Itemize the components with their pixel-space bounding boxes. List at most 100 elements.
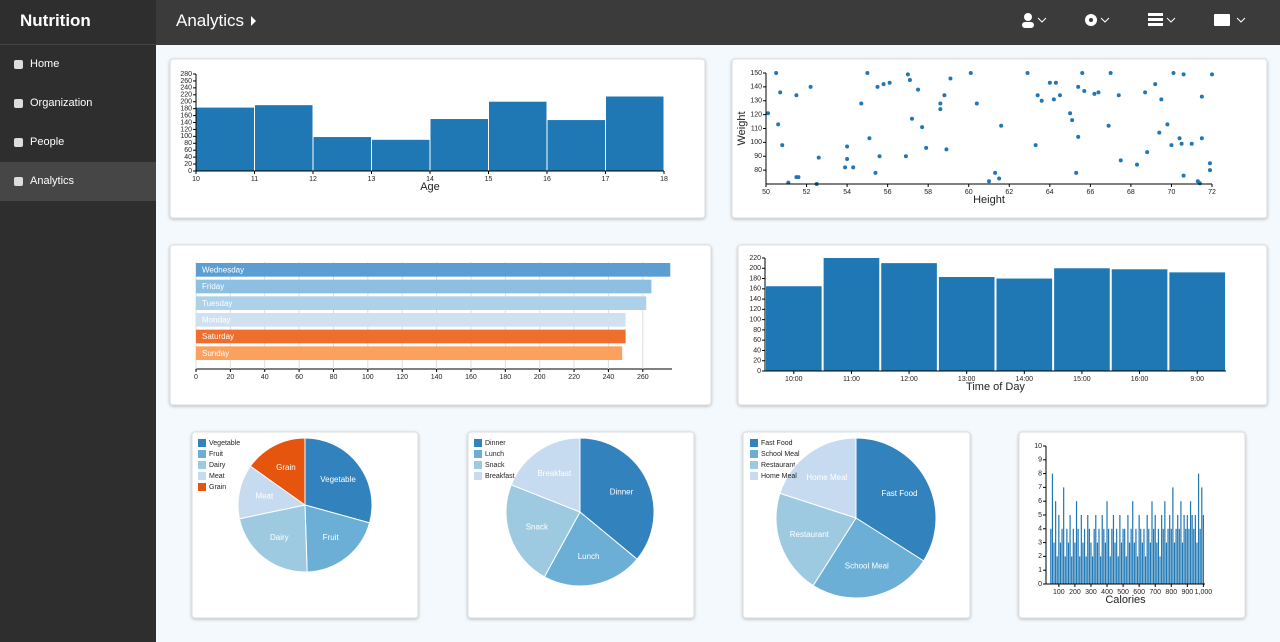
x-tick-label: 200 (534, 374, 546, 381)
point (1179, 141, 1184, 146)
x-tick-label: 260 (637, 374, 649, 381)
nav-label: Organization (30, 97, 93, 109)
y-tick-label: 10 (1034, 443, 1042, 450)
point (948, 76, 953, 81)
x-tick-label: 72 (1208, 189, 1216, 196)
bar (1177, 515, 1179, 584)
bar (1202, 515, 1204, 584)
point (1169, 143, 1174, 148)
pie-slice (237, 465, 307, 520)
x-tick-label: 56 (884, 189, 892, 196)
pie-slice (543, 511, 638, 587)
x-tick-label: 54 (843, 189, 851, 196)
bar (1071, 556, 1073, 584)
bar (1127, 515, 1129, 584)
x-tick-label: 17 (602, 176, 610, 183)
point (1057, 93, 1062, 98)
bar (766, 286, 822, 371)
bar (1124, 528, 1126, 584)
y-tick-label: 20 (753, 358, 761, 365)
toolbar (251, 13, 1246, 28)
x-tick-label: 15 (485, 176, 493, 183)
bar (823, 258, 880, 371)
point (780, 143, 785, 148)
bar (1106, 501, 1108, 584)
bar (1191, 515, 1193, 584)
nav-item[interactable]: Organization (0, 84, 156, 123)
bar (1093, 528, 1095, 584)
y-tick-label: 140 (749, 296, 761, 303)
x-tick-label: 80 (330, 374, 338, 381)
point (778, 90, 783, 95)
nav-label: Analytics (30, 175, 75, 187)
bar (1153, 528, 1155, 584)
bar (1144, 556, 1147, 584)
nav-item[interactable]: Home (0, 45, 156, 84)
legend-swatch (474, 472, 482, 480)
bar (1096, 542, 1098, 584)
toolbar-icons[interactable] (1022, 13, 1246, 28)
point (1025, 71, 1030, 75)
legend-label: Lunch (485, 451, 504, 458)
bar (1125, 556, 1127, 584)
pie-slice (779, 437, 857, 519)
nav-item[interactable]: People (0, 123, 156, 162)
point (865, 71, 870, 75)
x-tick-label: 13 (368, 176, 376, 183)
point (1096, 90, 1101, 95)
point (859, 101, 864, 106)
x-tick-label: 68 (1127, 189, 1135, 196)
bar (1091, 556, 1094, 584)
nav-item[interactable]: Analytics (0, 162, 156, 201)
x-tick-label: 16 (543, 176, 551, 183)
y-tick-label: 60 (184, 147, 192, 154)
point (993, 170, 998, 175)
y-tick-label: 280 (180, 71, 192, 78)
slice-label: Snack (526, 523, 549, 532)
x-axis-label: Age (420, 181, 440, 193)
y-tick-label: 150 (750, 70, 762, 77)
x-tick-label: 1,000 (1195, 589, 1213, 596)
bar (1167, 528, 1169, 584)
point (851, 165, 856, 170)
bar (1063, 487, 1065, 584)
bar (1186, 515, 1188, 584)
point (1207, 161, 1212, 166)
x-tick-label: 52 (803, 189, 811, 196)
bar-label: Friday (202, 282, 224, 291)
bar (1064, 556, 1066, 584)
pie-slice (812, 517, 925, 599)
x-tick-label: 20 (226, 374, 234, 381)
y-tick-label: 3 (1038, 539, 1042, 546)
y-tick-label: 100 (750, 139, 762, 146)
bar (1114, 542, 1116, 584)
point (1070, 118, 1075, 123)
bar (1143, 528, 1145, 584)
bar (1201, 487, 1203, 584)
y-tick-label: 2 (1038, 553, 1042, 560)
y-tick-label: 7 (1038, 484, 1042, 491)
point (1082, 89, 1087, 94)
bar (1077, 528, 1079, 584)
y-tick-label: 6 (1038, 498, 1042, 505)
point (997, 176, 1002, 181)
bar (1059, 542, 1062, 584)
brand: Nutrition (0, 0, 156, 45)
slice-label: Meat (255, 492, 274, 501)
bar (1180, 501, 1182, 584)
y-tick-label: 1 (1038, 567, 1042, 574)
caret (251, 16, 256, 26)
legend-label: Snack (485, 462, 505, 469)
x-axis-label: Height (973, 194, 1005, 206)
bar (1080, 515, 1082, 584)
y-tick-label: 160 (749, 286, 761, 293)
x-tick-label: 64 (1046, 189, 1054, 196)
point (843, 165, 848, 170)
bar (1135, 528, 1137, 584)
legend-swatch (198, 439, 206, 447)
y-tick-label: 0 (757, 368, 761, 375)
point (916, 87, 921, 92)
bar (1058, 515, 1060, 584)
x-tick-label: 70 (1168, 189, 1176, 196)
y-tick-label: 100 (749, 316, 761, 323)
